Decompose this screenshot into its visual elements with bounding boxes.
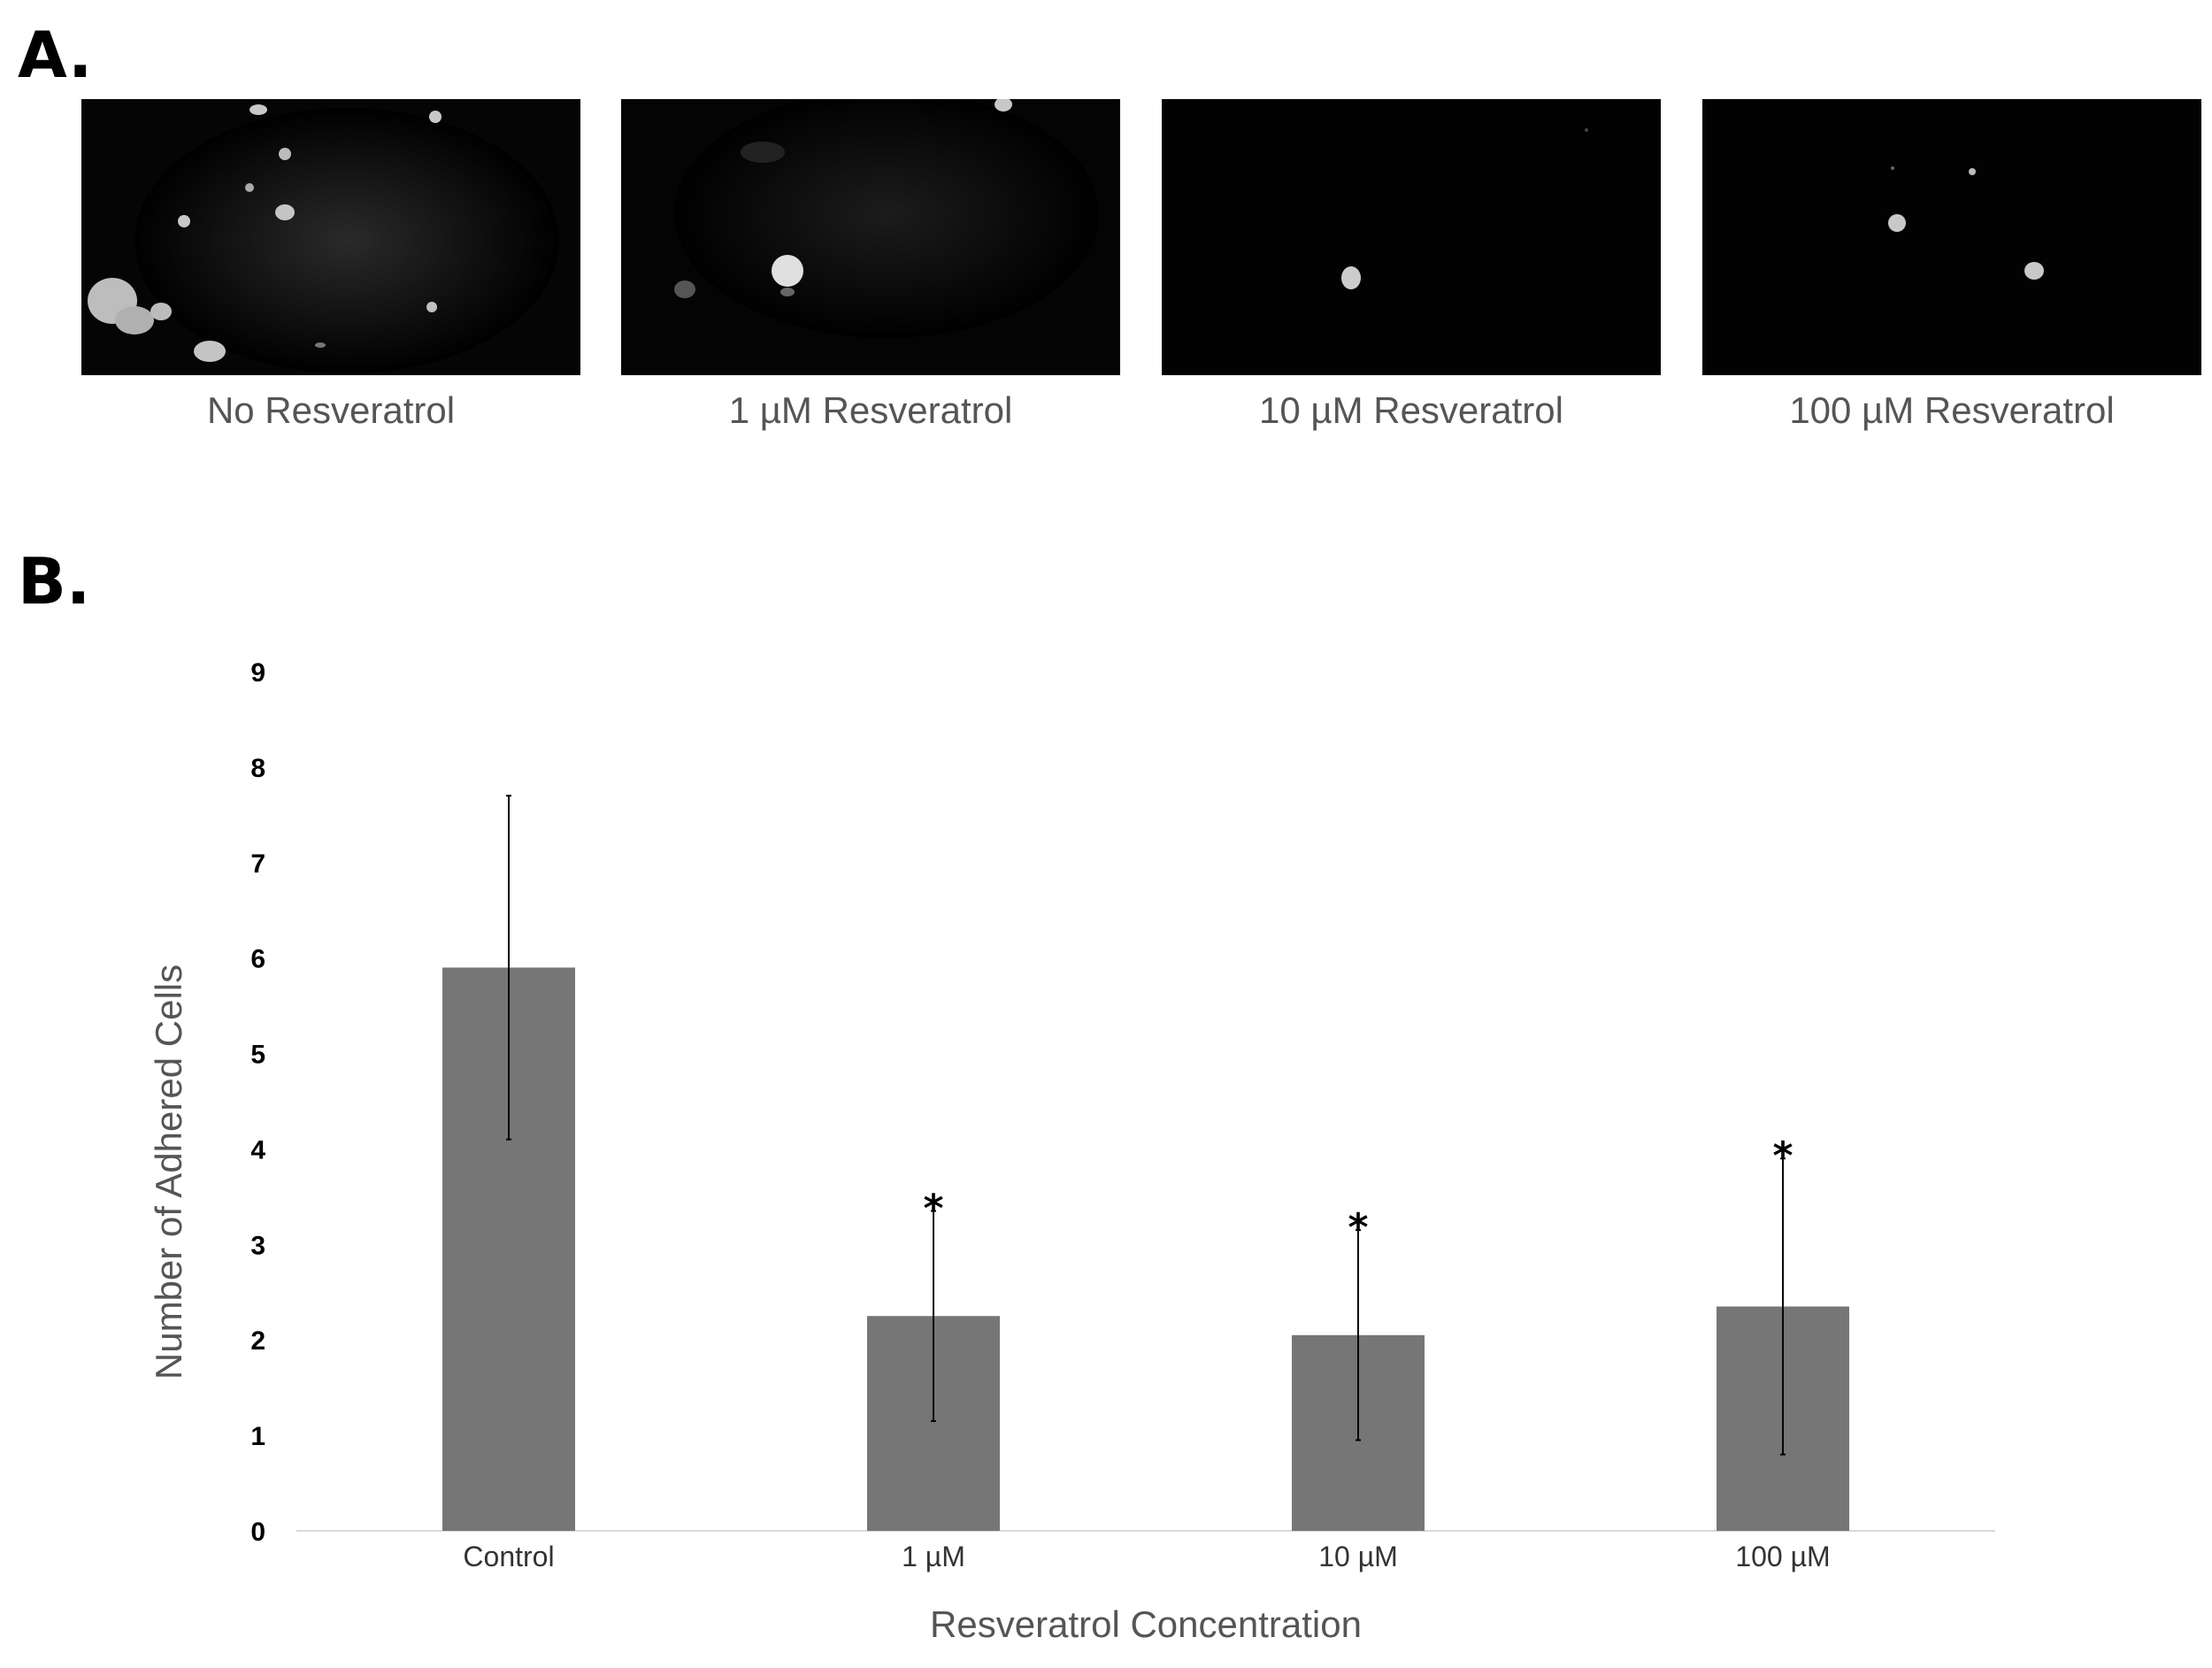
x-tick-label: 10 µM: [1318, 1541, 1398, 1572]
error-bars: [506, 795, 1786, 1456]
y-tick-label: 7: [250, 849, 265, 879]
y-axis-title: Number of Adhered Cells: [148, 965, 189, 1380]
y-tick-label: 9: [250, 658, 265, 688]
x-tick-label: Control: [463, 1541, 554, 1572]
panel-b-label: B.: [18, 544, 91, 619]
y-tick-label: 0: [250, 1518, 265, 1547]
y-axis-ticks: 0 1 2 3 4 5 6 7 8 9: [250, 658, 265, 1547]
micrograph-1um-resveratrol: [621, 99, 1120, 375]
x-axis-ticks: Control 1 µM 10 µM 100 µM: [463, 1541, 1830, 1572]
micrograph-100um-resveratrol: [1702, 99, 2201, 375]
y-tick-label: 4: [250, 1135, 265, 1165]
micrograph-no-resveratrol: [81, 99, 580, 375]
x-axis-title: Resveratrol Concentration: [930, 1603, 1362, 1645]
bar-chart: 0 1 2 3 4 5 6 7 8 9 * * * Control 1 µM 10 µM 100 µM Re…: [148, 658, 1995, 1645]
y-tick-label: 5: [250, 1041, 265, 1070]
y-tick-label: 1: [250, 1422, 265, 1451]
y-tick-label: 2: [250, 1326, 265, 1356]
x-tick-label: 100 µM: [1735, 1541, 1830, 1572]
micrograph-10um-resveratrol: [1162, 99, 1661, 375]
panel-a-label: A.: [18, 18, 93, 92]
significance-star: *: [1348, 1205, 1368, 1250]
micrograph-caption: No Resveratrol: [206, 389, 456, 431]
micrograph-caption: 100 µM Resveratrol: [1789, 389, 2115, 431]
significance-star: *: [923, 1187, 943, 1232]
x-tick-label: 1 µM: [902, 1541, 965, 1572]
micrograph-caption: 1 µM Resveratrol: [728, 389, 1013, 431]
y-tick-label: 8: [250, 754, 265, 783]
y-tick-label: 3: [250, 1231, 265, 1260]
significance-markers: * * *: [923, 1134, 1793, 1250]
y-tick-label: 6: [250, 945, 265, 974]
significance-star: *: [1772, 1134, 1793, 1179]
bars: [442, 967, 1849, 1531]
micrograph-caption: 10 µM Resveratrol: [1259, 389, 1563, 431]
